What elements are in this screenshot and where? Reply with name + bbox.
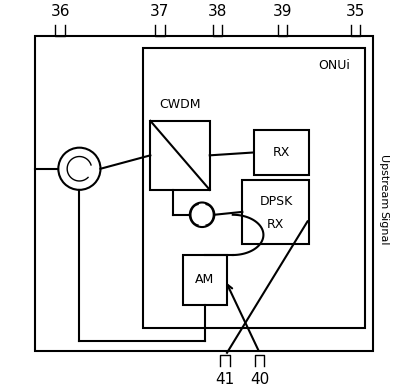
Text: Upstream: Upstream (378, 155, 388, 209)
Text: Signal: Signal (378, 211, 388, 245)
Text: 39: 39 (273, 4, 293, 19)
Bar (35, 36, 373, 351)
Text: 37: 37 (150, 4, 170, 19)
Bar (254, 131, 309, 174)
Text: 41: 41 (215, 372, 235, 387)
Bar (143, 48, 365, 328)
Text: ONUi: ONUi (318, 60, 350, 73)
Bar (150, 121, 210, 190)
Text: 35: 35 (346, 4, 365, 19)
Text: DPSK: DPSK (259, 195, 293, 208)
Text: AM: AM (195, 274, 215, 287)
Text: CWDM: CWDM (159, 98, 201, 111)
Text: 40: 40 (250, 372, 269, 387)
Bar (242, 180, 309, 243)
Text: RX: RX (267, 218, 284, 231)
Text: RX: RX (273, 146, 290, 159)
Text: 36: 36 (51, 4, 70, 19)
Bar (183, 255, 227, 305)
Text: 38: 38 (208, 4, 227, 19)
